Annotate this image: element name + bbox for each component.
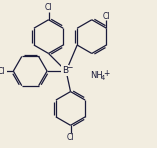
Text: Cl: Cl xyxy=(103,12,110,21)
Text: +: + xyxy=(103,69,109,78)
Text: B: B xyxy=(62,66,68,75)
Text: Cl: Cl xyxy=(45,3,52,12)
Text: −: − xyxy=(67,63,73,72)
Text: 4: 4 xyxy=(100,75,105,81)
Text: Cl: Cl xyxy=(67,133,74,142)
Text: Cl: Cl xyxy=(0,67,5,76)
Text: NH: NH xyxy=(90,71,103,80)
